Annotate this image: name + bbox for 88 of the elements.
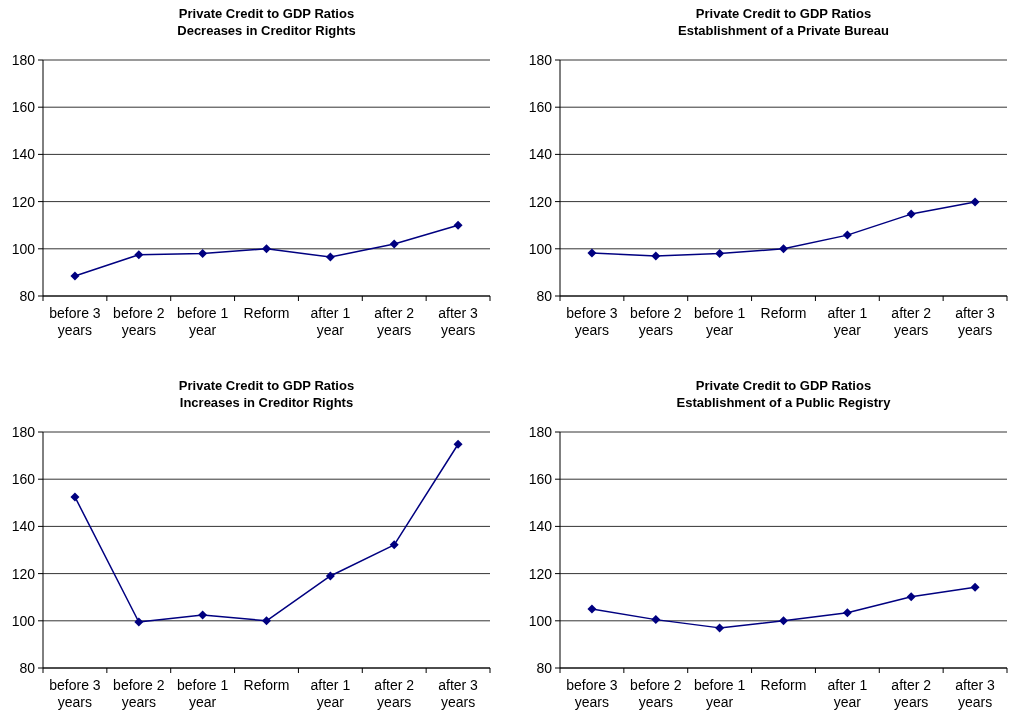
y-tick-label: 100 [11,240,36,257]
point [842,230,852,240]
y-tick-label: 180 [11,423,36,440]
x-tick-label: before 3 years [49,305,101,338]
point [262,616,271,626]
x-tick-label: after 2 years [374,305,415,338]
point [389,239,399,249]
y-tick-label: 160 [528,99,553,116]
x-tick-label: before 2 years [630,677,682,710]
point [389,540,399,550]
x-tick-label: after 1 year [827,305,868,338]
point [453,439,463,449]
point [970,582,980,592]
x-tick-label: after 2 years [891,305,932,338]
point [842,608,852,618]
x-tick-label: before 1 year [176,305,229,338]
y-tick-label: 140 [11,518,36,535]
y-tick-label: 120 [11,565,36,582]
y-tick-label: 180 [528,423,553,440]
y-tick-label: 80 [19,659,36,676]
y-tick-label: 100 [528,612,553,629]
x-tick-label: after 3 years [438,677,479,710]
chart-title: Private Credit to GDP Ratios [695,6,872,21]
x-tick-label: before 3 years [566,677,618,710]
point [134,250,144,260]
chart-subtitle: Decreases in Creditor Rights [177,23,356,38]
x-tick-label: before 2 years [113,305,165,338]
y-tick-label: 180 [11,51,36,68]
point [651,251,661,261]
x-tick-label: Reform [243,677,290,693]
y-tick-label: 160 [11,99,36,116]
x-tick-label: after 3 years [955,677,996,710]
point [70,271,80,281]
y-tick-label: 80 [536,287,553,304]
point [134,617,144,627]
point [587,604,597,614]
x-tick-label: Reform [243,305,290,321]
x-tick-label: before 2 years [113,677,165,710]
point [906,209,916,219]
x-tick-label: after 2 years [891,677,932,710]
y-tick-label: 100 [11,612,36,629]
y-tick-label: 120 [528,565,553,582]
x-tick-label: before 3 years [566,305,618,338]
point [715,623,725,633]
point [198,249,208,259]
x-tick-label: after 3 years [438,305,479,338]
y-tick-label: 140 [528,146,553,163]
chart-subtitle: Establishment of a Private Bureau [678,23,890,38]
x-tick-label: before 1 year [693,305,746,338]
x-tick-label: before 1 year [693,677,746,710]
point [651,615,661,625]
y-tick-label: 100 [528,240,553,257]
y-tick-label: 120 [11,193,36,210]
point [262,244,271,254]
point [325,571,335,581]
point [779,244,788,254]
y-tick-label: 120 [528,193,553,210]
point [325,252,335,262]
point [779,616,788,626]
y-tick-label: 160 [11,471,36,488]
chart-title: Private Credit to GDP Ratios [178,6,355,21]
x-tick-label: before 2 years [630,305,682,338]
point [453,220,463,230]
x-tick-label: Reform [760,305,807,321]
y-tick-label: 140 [11,146,36,163]
x-tick-label: after 1 year [310,677,351,710]
point [906,592,916,602]
x-tick-label: after 2 years [374,677,415,710]
y-tick-label: 180 [528,51,553,68]
point [587,248,597,258]
y-tick-label: 80 [536,659,553,676]
point [198,610,208,620]
chart-subtitle: Establishment of a Public Registry [676,395,892,410]
x-tick-label: before 3 years [49,677,101,710]
chart-subtitle: Increases in Creditor Rights [179,395,354,410]
y-tick-label: 140 [528,518,553,535]
point [715,249,725,259]
point [70,492,80,502]
chart-title: Private Credit to GDP Ratios [178,378,355,393]
y-tick-label: 160 [528,471,553,488]
x-tick-label: before 1 year [176,677,229,710]
x-tick-label: after 3 years [955,305,996,338]
x-tick-label: after 1 year [827,677,868,710]
chart-title: Private Credit to GDP Ratios [695,378,872,393]
x-tick-label: after 1 year [310,305,351,338]
y-tick-label: 80 [19,287,36,304]
x-tick-label: Reform [760,677,807,693]
point [970,197,980,207]
